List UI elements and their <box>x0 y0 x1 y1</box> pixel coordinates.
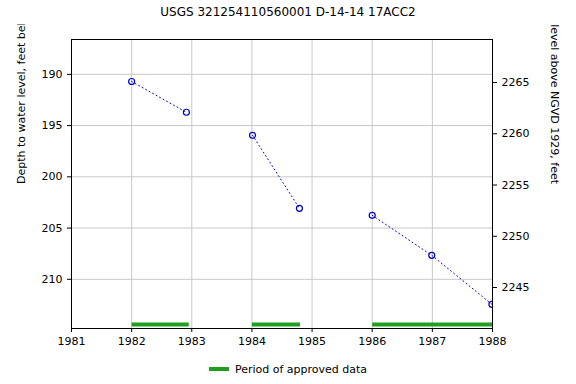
svg-text:2250: 2250 <box>502 230 530 243</box>
svg-text:1982: 1982 <box>118 335 146 348</box>
svg-text:195: 195 <box>42 119 63 132</box>
svg-text:190: 190 <box>42 68 63 81</box>
svg-text:210: 210 <box>42 273 63 286</box>
svg-text:Depth to water level, feet bel: Depth to water level, feet below land su… <box>15 24 28 184</box>
svg-text:1984: 1984 <box>238 335 266 348</box>
svg-text:2245: 2245 <box>502 281 530 294</box>
svg-text:205: 205 <box>42 222 63 235</box>
svg-text:1987: 1987 <box>418 335 446 348</box>
svg-text:Groundwater level above NGVD 1: Groundwater level above NGVD 1929, feet <box>548 24 561 185</box>
html-text:Period of approved data: Period of approved data <box>234 362 368 376</box>
svg-text:2255: 2255 <box>502 179 530 192</box>
svg-text:1985: 1985 <box>298 335 326 348</box>
svg-text:1986: 1986 <box>358 335 386 348</box>
svg-text:2260: 2260 <box>502 127 530 140</box>
svg-text:1981: 1981 <box>58 335 86 348</box>
html-text:USGS 321254110560001 D-14-14 1: USGS 321254110560001 D-14-14 17ACC2 <box>160 5 416 19</box>
svg-text:1983: 1983 <box>178 335 206 348</box>
svg-text:200: 200 <box>42 170 63 183</box>
svg-text:1988: 1988 <box>479 335 507 348</box>
svg-text:2265: 2265 <box>502 76 530 89</box>
